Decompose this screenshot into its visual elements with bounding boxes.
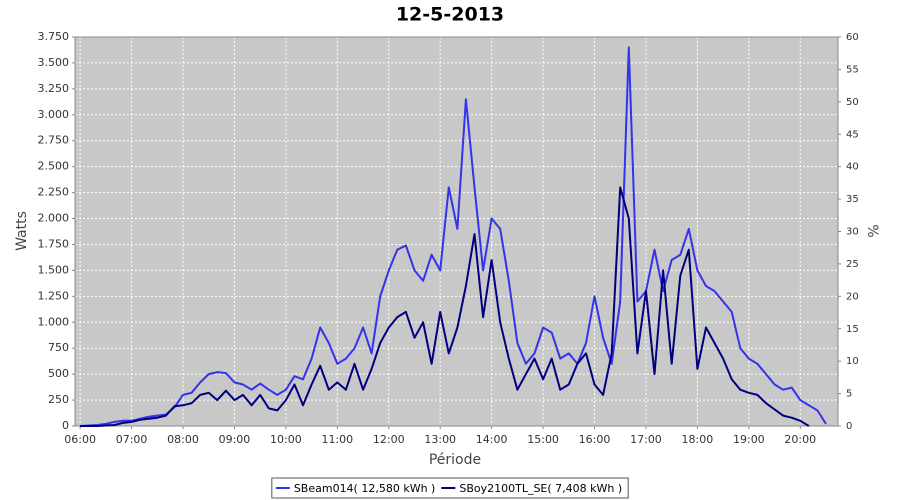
y2-tick-label: 20 [846, 291, 859, 302]
x-tick-label: 08:00 [167, 433, 199, 446]
x-axis-label: Périodе [429, 452, 481, 468]
y2-tick-label: 30 [846, 227, 859, 238]
y2-tick-label: 25 [846, 259, 859, 270]
y-axis-label: Watts [14, 211, 30, 251]
x-tick-label: 11:00 [321, 433, 353, 446]
x-tick-label: 19:00 [733, 433, 765, 446]
series-line [80, 46, 827, 427]
x-tick-label: 12:00 [373, 433, 405, 446]
y2-tick-label: 45 [846, 129, 859, 140]
series-line [80, 186, 810, 427]
y-tick-label: 2.000 [38, 212, 70, 225]
y2-tick-label: 10 [846, 356, 859, 367]
x-tick-label: 10:00 [270, 433, 302, 446]
y-tick-label: 0 [62, 419, 69, 432]
plot-background [75, 37, 838, 426]
x-tick-label: 16:00 [579, 433, 611, 446]
y-tick-label: 1.750 [38, 237, 70, 250]
x-tick-label: 13:00 [424, 433, 456, 446]
y2-tick-label: 35 [846, 194, 859, 205]
y2-tick-label: 55 [846, 64, 859, 75]
y-tick-label: 1.000 [38, 315, 70, 328]
chart-title: 12-5-2013 [396, 4, 504, 26]
plot-border [74, 36, 839, 427]
x-tick-label: 17:00 [630, 433, 662, 446]
y-tick-label: 3.250 [38, 82, 70, 95]
legend: SBeam014( 12,580 kWh ) SBoy2100TL_SE( 7,4… [271, 477, 629, 499]
x-tick-label: 18:00 [682, 433, 714, 446]
y-tick-label: 2.500 [38, 160, 70, 173]
y2-tick-label: 50 [846, 97, 859, 108]
y-tick-label: 250 [48, 393, 69, 406]
y-tick-label: 2.250 [38, 186, 70, 199]
y-tick-label: 3.000 [38, 108, 70, 121]
x-tick-label: 15:00 [527, 433, 559, 446]
y2-tick-label: 15 [846, 324, 859, 335]
legend-label: SBoy2100TL_SE( 7,408 kWh ) [459, 482, 622, 495]
y-tick-label: 500 [48, 367, 69, 380]
x-tick-label: 20:00 [784, 433, 816, 446]
y-tick-label: 3.500 [38, 56, 70, 69]
y2-tick-label: 0 [846, 421, 852, 432]
x-tick-label: 09:00 [219, 433, 251, 446]
y2-tick-label: 60 [846, 32, 859, 43]
y-tick-label: 1.250 [38, 289, 70, 302]
y2-tick-label: 5 [846, 389, 852, 400]
x-tick-label: 14:00 [476, 433, 508, 446]
legend-label: SBeam014( 12,580 kWh ) [294, 482, 436, 495]
y-tick-label: 1.500 [38, 263, 70, 276]
y-tick-label: 2.750 [38, 134, 70, 147]
x-tick-label: 07:00 [116, 433, 148, 446]
y2-axis-label: % [864, 224, 880, 237]
y-tick-label: 3.750 [38, 30, 70, 43]
x-tick-label: 06:00 [64, 433, 96, 446]
y-tick-label: 750 [48, 341, 69, 354]
y2-tick-label: 40 [846, 162, 859, 173]
